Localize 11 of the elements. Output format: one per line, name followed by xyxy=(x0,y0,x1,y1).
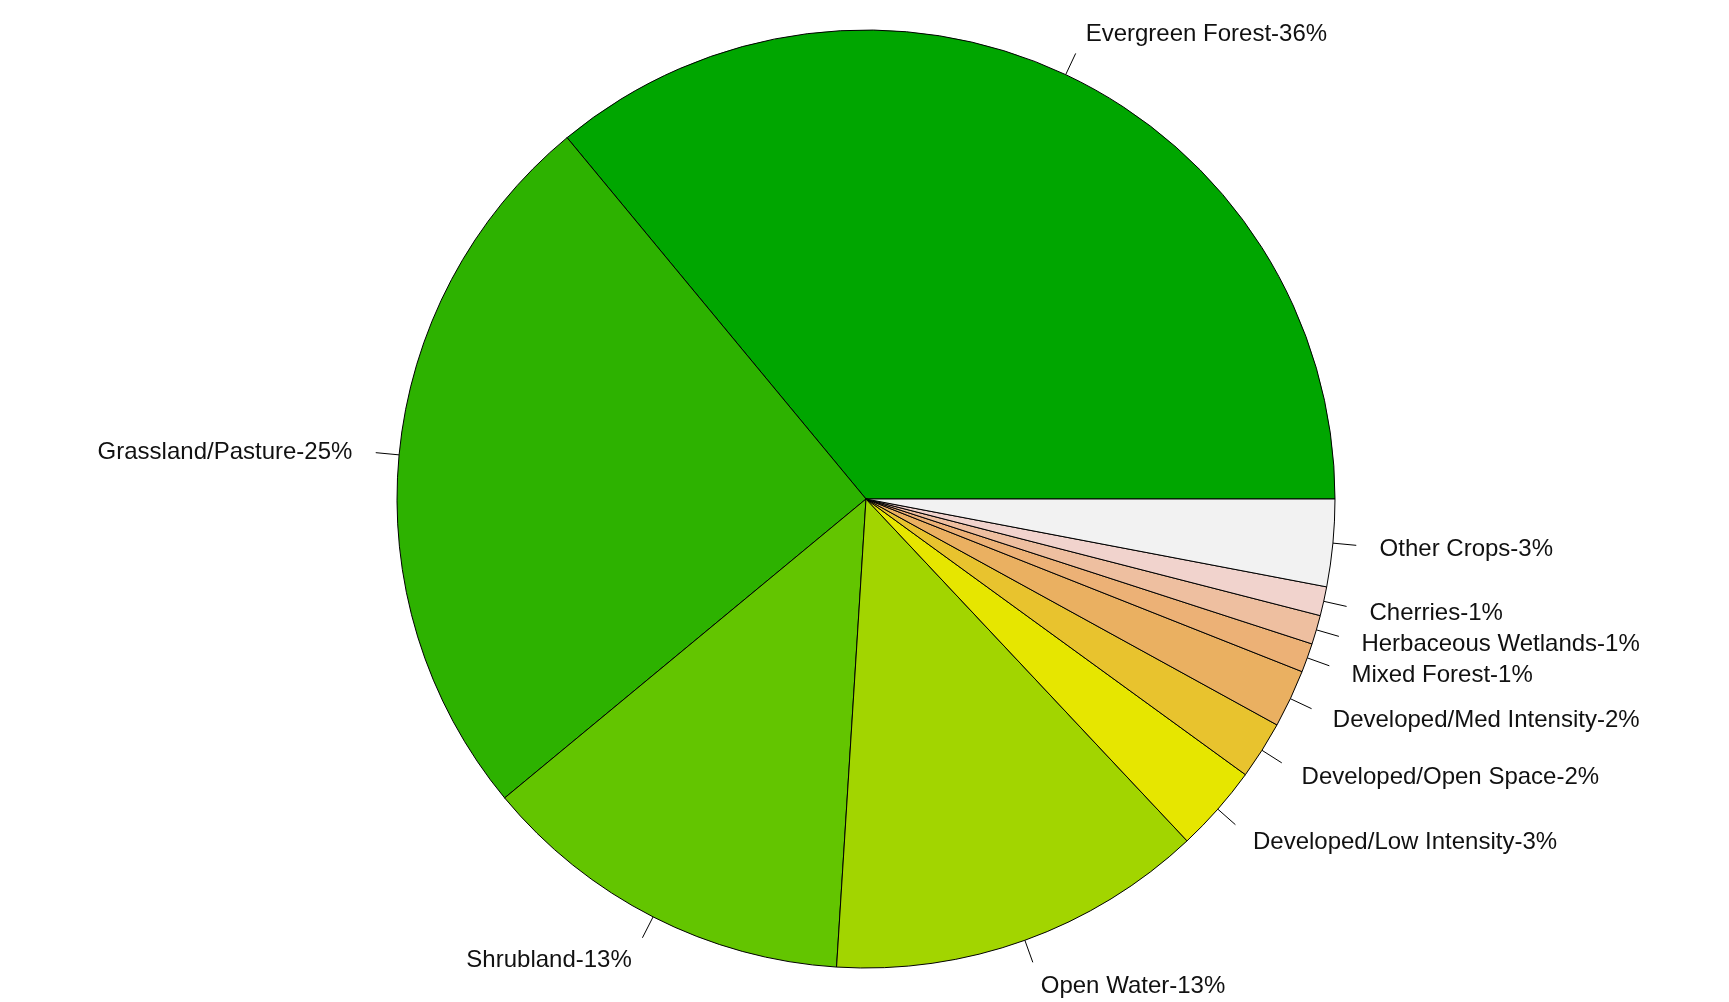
slice-label: Herbaceous Wetlands-1% xyxy=(1361,629,1640,657)
slice-label: Cherries-1% xyxy=(1369,597,1503,625)
slice-label: Developed/Low Intensity-3% xyxy=(1252,826,1558,854)
slice-label: Other Crops-3% xyxy=(1379,533,1553,561)
slice-label: Shrubland-13% xyxy=(466,945,632,973)
slice-label: Evergreen Forest-36% xyxy=(1085,18,1328,46)
slice-label: Developed/Open Space-2% xyxy=(1301,761,1600,789)
slice-label: Grassland/Pasture-25% xyxy=(97,436,353,464)
slice-label: Mixed Forest-1% xyxy=(1351,660,1533,688)
slice-label: Open Water-13% xyxy=(1040,970,1226,998)
slice-label: Developed/Med Intensity-2% xyxy=(1332,705,1640,733)
